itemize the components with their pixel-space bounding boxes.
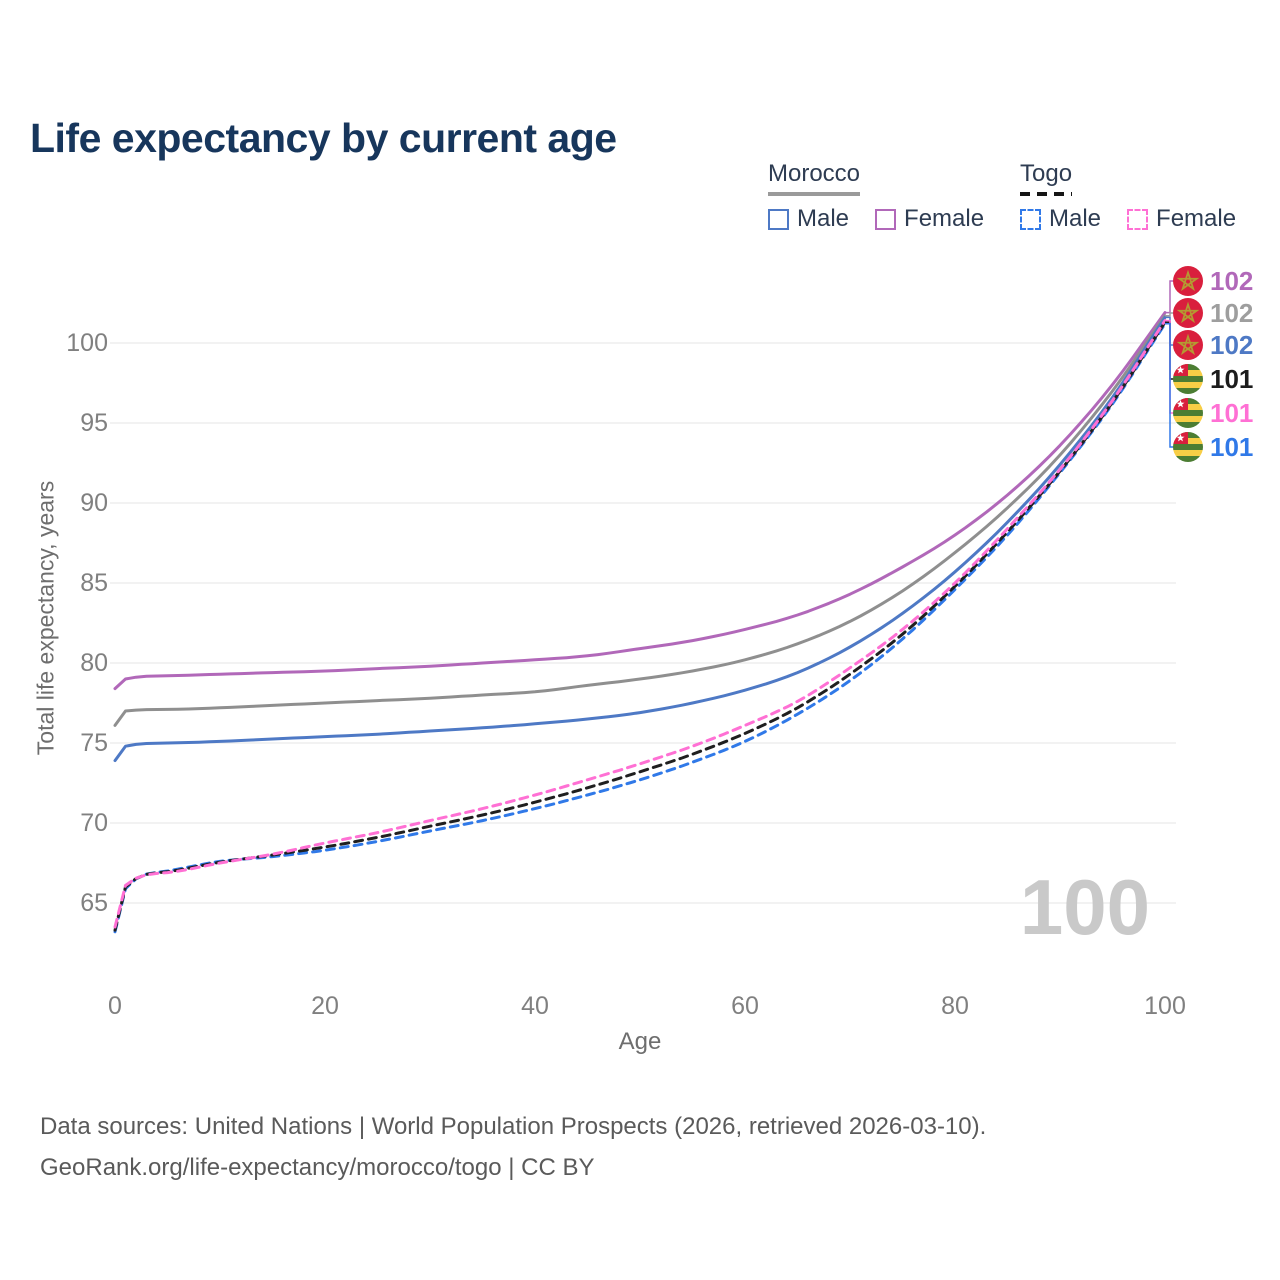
series-line-morocco-male[interactable]	[113, 315, 1167, 763]
legend-item-togo-male[interactable]: Male	[1020, 205, 1101, 233]
legend-item-label: Female	[904, 205, 985, 232]
x-tick-20: 20	[311, 992, 339, 1020]
legend-country-label: Morocco	[768, 160, 861, 187]
y-tick-90: 90	[80, 489, 108, 517]
legend-country-togo[interactable]: Togo	[1020, 160, 1073, 196]
togo-flag-icon-5	[1173, 432, 1203, 462]
legend-swatch-icon	[768, 208, 789, 230]
legend: Morocco Male Female Togo Male Female	[0, 160, 1280, 250]
legend-item-label: Male	[1049, 205, 1102, 232]
series-line-togo-both[interactable]	[113, 320, 1167, 932]
y-tick-85: 85	[80, 569, 108, 597]
legend-items: Male Female	[1020, 205, 1236, 233]
end-label-morocco-female: 102	[1173, 265, 1253, 297]
end-label-togo-female: 101	[1173, 397, 1253, 429]
y-tick-70: 70	[80, 809, 108, 837]
end-label-togo-male: 101	[1173, 431, 1253, 463]
x-axis-title: Age	[618, 1028, 662, 1055]
y-tick-80: 80	[80, 649, 108, 677]
end-label-morocco-both: 102	[1173, 297, 1253, 329]
legend-swatch-icon	[1127, 208, 1149, 230]
age-watermark: 100	[1019, 863, 1150, 951]
x-tick-80: 80	[941, 992, 969, 1020]
legend-group-morocco: Morocco Male Female	[768, 160, 984, 233]
end-label-togo-both: 101	[1173, 363, 1253, 395]
legend-items: Male Female	[768, 205, 984, 233]
togo-flag-icon-4	[1173, 398, 1203, 428]
legend-swatch-icon	[1020, 208, 1041, 230]
end-label-morocco-male: 102	[1173, 329, 1253, 361]
morocco-flag-icon-1	[1173, 298, 1203, 328]
x-tick-0: 0	[108, 992, 122, 1020]
legend-country-morocco[interactable]: Morocco	[768, 160, 861, 196]
y-tick-100: 100	[66, 329, 108, 357]
morocco-flag-icon-2	[1173, 330, 1203, 360]
y-tick-75: 75	[80, 729, 108, 757]
end-value: 101	[1210, 431, 1254, 462]
legend-item-morocco-male[interactable]: Male	[768, 205, 849, 233]
series-line-morocco-female[interactable]	[113, 311, 1167, 691]
x-tick-100: 100	[1144, 992, 1186, 1020]
legend-swatch-icon	[875, 208, 897, 230]
legend-country-linestyle-solid	[768, 192, 861, 196]
x-tick-60: 60	[731, 992, 759, 1020]
legend-country-linestyle-dashed	[1020, 192, 1073, 196]
legend-country-label: Togo	[1020, 160, 1073, 187]
y-tick-95: 95	[80, 409, 108, 437]
togo-flag-icon-3	[1173, 364, 1203, 394]
end-value: 101	[1210, 363, 1254, 394]
legend-item-label: Female	[1156, 205, 1237, 232]
footer-data-sources: Data sources: United Nations | World Pop…	[40, 1113, 987, 1140]
y-tick-65: 65	[80, 889, 108, 917]
legend-group-togo: Togo Male Female	[1020, 160, 1236, 233]
end-value: 102	[1210, 297, 1254, 328]
footer: Data sources: United Nations | World Pop…	[40, 1106, 986, 1188]
end-value: 101	[1210, 397, 1254, 428]
y-axis-title: Total life expectancy, years	[32, 480, 59, 756]
end-value: 102	[1210, 265, 1254, 296]
morocco-flag-icon-0	[1173, 266, 1203, 296]
legend-item-label: Male	[797, 205, 850, 232]
x-tick-40: 40	[521, 992, 549, 1020]
series-line-togo-female[interactable]	[113, 319, 1167, 929]
page-title: Life expectancy by current age	[30, 115, 617, 162]
end-value: 102	[1210, 329, 1254, 360]
legend-item-morocco-female[interactable]: Female	[875, 205, 984, 233]
legend-item-togo-female[interactable]: Female	[1127, 205, 1236, 233]
footer-attribution: GeoRank.org/life-expectancy/morocco/togo…	[40, 1154, 595, 1181]
series-line-togo-male[interactable]	[113, 322, 1167, 934]
series-line-morocco-both[interactable]	[113, 314, 1167, 727]
